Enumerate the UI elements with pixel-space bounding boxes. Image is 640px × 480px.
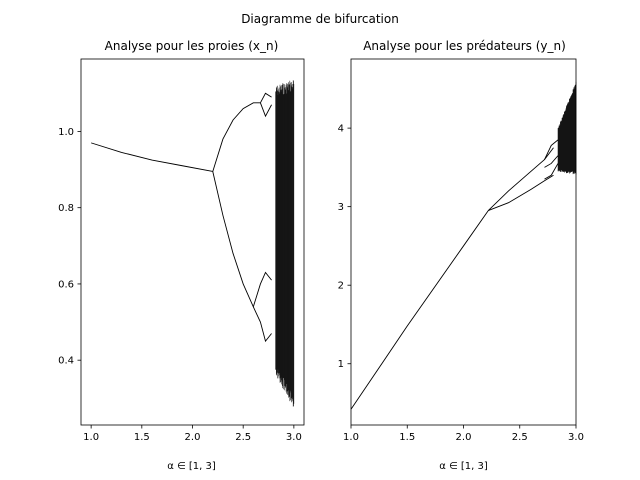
prey-bifurcation-branch — [91, 142, 213, 172]
prey-y-ticks: 0.4 0.6 0.8 1.0 — [58, 127, 81, 367]
prey-x-tick-label: 2.0 — [185, 432, 201, 443]
prey-panel-title: Analyse pour les proies (x_n) — [105, 39, 279, 53]
predator-bifurcation-branch — [487, 147, 554, 211]
prey-x-tick-label: 2.5 — [235, 432, 251, 443]
prey-bifurcation-branch — [259, 102, 272, 118]
predator-x-ticks: 1.0 1.5 2.0 2.5 3.0 — [343, 425, 584, 443]
figure-suptitle: Diagramme de bifurcation — [241, 12, 399, 26]
prey-x-label: α ∈ [1, 3] — [167, 461, 216, 472]
prey-y-tick-label: 0.8 — [58, 203, 74, 214]
predator-panel: Analyse pour les prédateurs (y_n) 1.0 1.5… — [338, 39, 584, 472]
prey-panel: Analyse pour les proies (x_n) 1.0 1.5 2.0 2… — [58, 39, 305, 472]
predator-bifurcation-branch — [488, 174, 554, 211]
prey-bifurcation-branch — [212, 171, 254, 307]
prey-x-tick-label: 1.5 — [134, 432, 150, 443]
prey-data-marks — [91, 80, 295, 407]
prey-x-tick-label: 3.0 — [286, 432, 302, 443]
prey-bifurcation-branch — [260, 92, 272, 104]
prey-y-tick-label: 1.0 — [58, 127, 74, 138]
predator-y-tick-label: 1 — [338, 359, 344, 370]
prey-plot-area — [81, 59, 304, 425]
predator-x-label: α ∈ [1, 3] — [439, 461, 488, 472]
prey-bifurcation-branch — [252, 271, 272, 307]
prey-x-ticks: 1.0 1.5 2.0 2.5 3.0 — [83, 425, 302, 443]
prey-y-tick-label: 0.4 — [58, 356, 74, 367]
predator-y-tick-label: 4 — [338, 124, 344, 135]
prey-y-tick-label: 0.6 — [58, 279, 74, 290]
predator-plot-area — [351, 59, 576, 425]
predator-y-tick-label: 3 — [338, 202, 344, 213]
predator-y-ticks: 1 2 3 4 — [338, 124, 351, 370]
predator-x-tick-label: 2.5 — [512, 432, 528, 443]
predator-y-tick-label: 2 — [338, 281, 344, 292]
predator-x-tick-label: 2.0 — [456, 432, 472, 443]
prey-x-tick-label: 1.0 — [83, 432, 99, 443]
predator-panel-title: Analyse pour les prédateurs (y_n) — [363, 39, 566, 53]
prey-bifurcation-branch — [212, 102, 261, 172]
predator-bifurcation-branch — [350, 210, 489, 410]
predator-bifurcation-branch — [544, 155, 559, 168]
predator-x-tick-label: 1.5 — [399, 432, 415, 443]
predator-x-tick-label: 3.0 — [568, 432, 584, 443]
predator-x-tick-label: 1.0 — [343, 432, 359, 443]
predator-bifurcation-branch — [544, 139, 559, 160]
predator-bifurcation-branch — [544, 163, 559, 180]
prey-bifurcation-branch — [252, 306, 272, 343]
